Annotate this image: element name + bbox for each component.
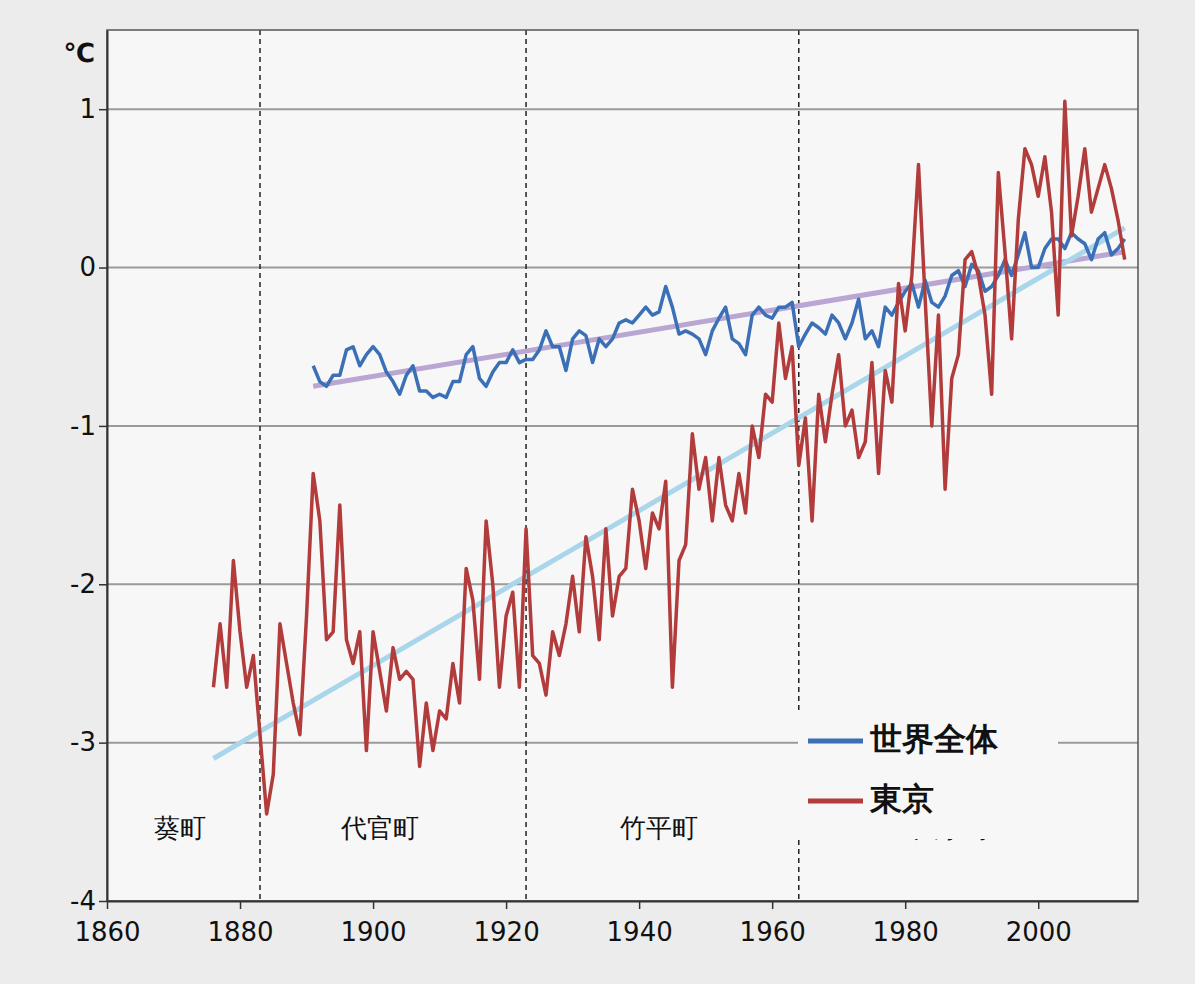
plot: 1860 1880 1900 1920 1940 1960 1980 2000 -4 -3 -2 -1… (70, 30, 1138, 947)
x-tick-mark (772, 901, 774, 909)
x-tick: 2000 (1006, 901, 1072, 947)
y-tick: -3 (70, 727, 107, 757)
x-tick-label: 1980 (873, 917, 939, 947)
series-line (213, 101, 1124, 814)
station-label: 代官町 (340, 813, 419, 843)
legend-background (798, 713, 1058, 839)
y-tick-mark (99, 742, 107, 744)
y-tick-mark (99, 901, 107, 903)
x-tick-mark (373, 901, 375, 909)
grid-line (107, 267, 1138, 269)
y-tick-mark (99, 109, 107, 111)
x-tick-label: 1920 (474, 917, 540, 947)
x-tick: 1940 (607, 901, 673, 947)
station-boundary (525, 30, 527, 901)
x-tick: 1960 (740, 901, 806, 947)
y-tick: -1 (70, 411, 107, 441)
station-boundary (259, 30, 261, 901)
x-axis-line (108, 901, 1139, 903)
x-tick: 1880 (207, 901, 273, 947)
grid-line (107, 425, 1138, 427)
y-tick: -4 (70, 886, 107, 916)
grid-line (107, 108, 1138, 110)
grid (107, 109, 1138, 901)
x-tick-label: 1880 (207, 917, 273, 947)
legend-label: 東京 (869, 780, 934, 818)
y-tick-label: 0 (79, 252, 96, 282)
x-tick: 1920 (474, 901, 540, 947)
legend: 世界全体東京 (798, 713, 1058, 839)
chart: 1860 1880 1900 1920 1940 1960 1980 2000 -4 -3 -2 -1… (0, 0, 1195, 984)
y-tick-label: -1 (70, 411, 96, 441)
x-tick-label: 1860 (74, 917, 140, 947)
station-label: 葵町 (154, 813, 206, 843)
x-tick: 1900 (340, 901, 406, 947)
data-layer (213, 30, 1124, 901)
x-tick-label: 2000 (1006, 917, 1072, 947)
y-tick-label: 1 (79, 94, 96, 124)
y-tick-label: -3 (70, 727, 96, 757)
plot-background (107, 30, 1138, 901)
grid-line (107, 583, 1138, 585)
y-tick-label: -2 (70, 569, 96, 599)
x-tick-mark (1038, 901, 1040, 909)
y-tick: 1 (79, 94, 107, 124)
trend-line (213, 228, 1124, 759)
y-axis-title: ℃ (64, 38, 95, 68)
legend-swatch (808, 739, 863, 744)
x-tick-label: 1940 (607, 917, 673, 947)
legend-label: 世界全体 (869, 720, 999, 758)
y-axis-line (107, 31, 109, 902)
y-tick: 0 (79, 252, 107, 282)
x-tick-mark (506, 901, 508, 909)
series-line (313, 233, 1124, 398)
x-tick-label: 1960 (740, 917, 806, 947)
x-tick-label: 1900 (340, 917, 406, 947)
x-tick-mark (240, 901, 242, 909)
y-tick-label: -4 (70, 886, 96, 916)
x-tick: 1980 (873, 901, 939, 947)
y-tick-mark (99, 584, 107, 586)
x-tick-mark (905, 901, 907, 909)
x-tick-mark (639, 901, 641, 909)
station-label: 竹平町 (620, 813, 698, 843)
y-tick: -2 (70, 569, 107, 599)
x-axis: 1860 1880 1900 1920 1940 1960 1980 2000 (74, 901, 1138, 947)
legend-swatch (808, 799, 863, 804)
y-tick-mark (99, 267, 107, 269)
y-axis: -4 -3 -2 -1 0 1 (70, 31, 107, 916)
y-tick-mark (99, 426, 107, 428)
plot-frame (107, 30, 1138, 901)
